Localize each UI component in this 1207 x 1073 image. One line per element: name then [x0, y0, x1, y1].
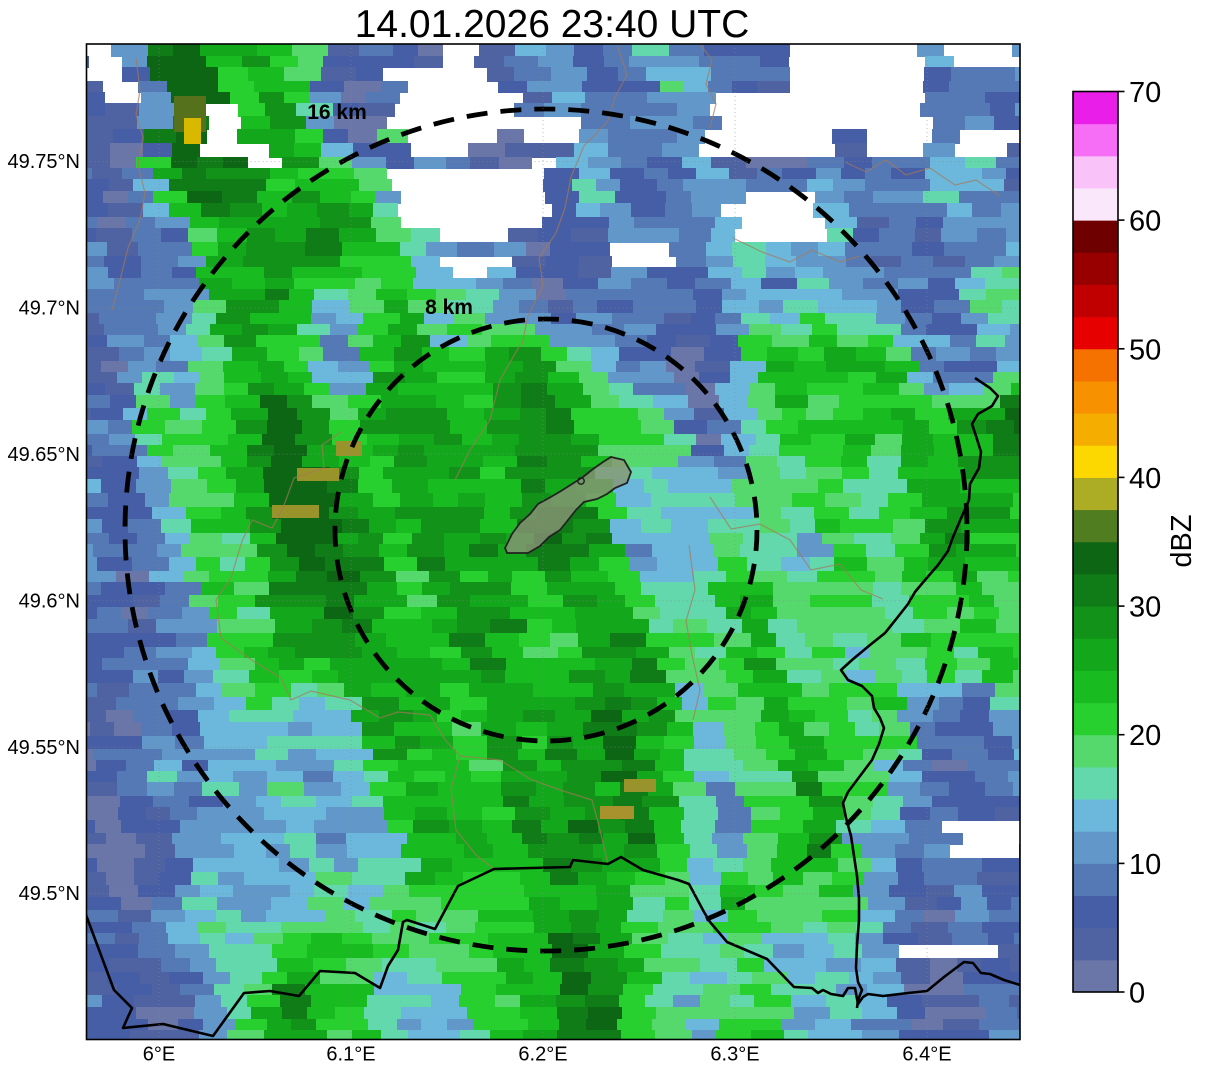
svg-text:8 km: 8 km — [425, 296, 473, 319]
svg-text:14.01.2026 23:40 UTC: 14.01.2026 23:40 UTC — [355, 3, 750, 46]
svg-text:49.7°N: 49.7°N — [19, 298, 80, 320]
svg-text:40: 40 — [1129, 463, 1161, 495]
svg-text:30: 30 — [1129, 592, 1161, 624]
svg-text:6.1°E: 6.1°E — [326, 1044, 375, 1066]
svg-text:49.5°N: 49.5°N — [19, 883, 80, 905]
svg-text:70: 70 — [1129, 77, 1161, 109]
svg-text:49.55°N: 49.55°N — [8, 737, 81, 759]
svg-text:6.2°E: 6.2°E — [518, 1044, 567, 1066]
svg-text:49.65°N: 49.65°N — [8, 444, 81, 466]
svg-text:0: 0 — [1129, 978, 1145, 1010]
svg-text:20: 20 — [1129, 720, 1161, 752]
svg-text:50: 50 — [1129, 334, 1161, 366]
svg-text:16 km: 16 km — [307, 101, 367, 124]
svg-text:6.4°E: 6.4°E — [902, 1044, 951, 1066]
svg-text:60: 60 — [1129, 206, 1161, 238]
svg-text:6°E: 6°E — [143, 1044, 175, 1066]
svg-text:dBZ: dBZ — [1166, 514, 1198, 567]
svg-text:10: 10 — [1129, 849, 1161, 881]
svg-text:49.75°N: 49.75°N — [8, 151, 81, 173]
svg-text:6.3°E: 6.3°E — [710, 1044, 759, 1066]
svg-text:49.6°N: 49.6°N — [19, 590, 80, 612]
